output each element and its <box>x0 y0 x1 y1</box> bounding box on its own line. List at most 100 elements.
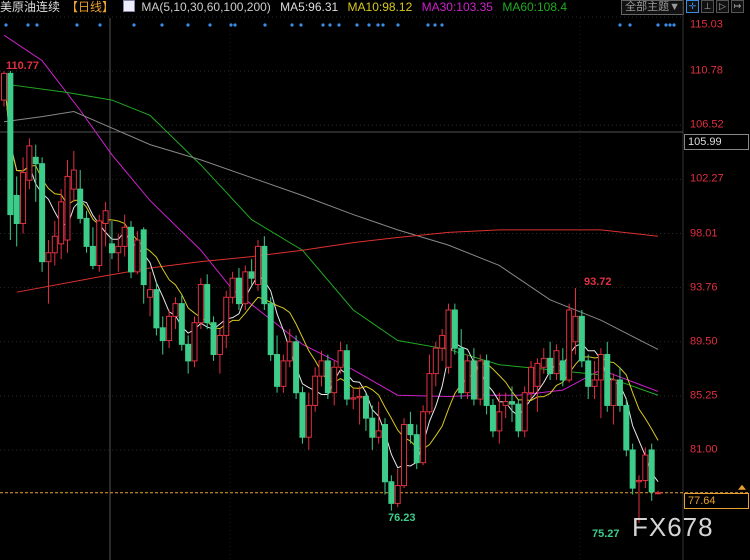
candle[interactable] <box>553 344 560 380</box>
candle[interactable] <box>32 144 39 202</box>
candle[interactable] <box>343 344 350 406</box>
candle[interactable] <box>51 220 58 266</box>
candle[interactable] <box>77 170 84 224</box>
candle[interactable] <box>45 240 52 304</box>
theme-dropdown[interactable]: 全部主题▼ <box>621 0 684 15</box>
candle[interactable] <box>375 401 382 444</box>
indicator-icon[interactable] <box>123 0 136 12</box>
candle[interactable] <box>324 354 331 400</box>
candle[interactable] <box>432 341 439 387</box>
candle[interactable] <box>64 159 71 253</box>
candle[interactable] <box>636 475 642 523</box>
candle[interactable] <box>445 303 452 374</box>
candle[interactable] <box>299 386 306 444</box>
candle[interactable] <box>89 227 96 270</box>
candle[interactable] <box>337 341 344 374</box>
candle[interactable] <box>286 329 293 368</box>
candle[interactable] <box>451 303 458 355</box>
candle[interactable] <box>7 70 14 241</box>
candle[interactable] <box>388 475 395 511</box>
candle[interactable] <box>20 157 27 234</box>
candle[interactable] <box>305 392 312 450</box>
chart-exit-icon[interactable]: ↦ <box>731 0 744 13</box>
candle[interactable] <box>458 329 465 400</box>
candle[interactable] <box>509 386 515 422</box>
candle[interactable] <box>1 71 7 107</box>
candle[interactable] <box>331 360 338 406</box>
candle[interactable] <box>204 274 211 330</box>
candle[interactable] <box>420 405 427 466</box>
candle[interactable] <box>39 157 46 272</box>
candle[interactable] <box>648 443 655 501</box>
candle[interactable] <box>470 348 477 406</box>
candle[interactable] <box>534 358 541 412</box>
candle[interactable] <box>566 303 573 383</box>
candle[interactable] <box>121 214 128 257</box>
candle[interactable] <box>407 411 414 444</box>
candle[interactable] <box>547 341 554 380</box>
candle[interactable] <box>521 386 528 438</box>
candle[interactable] <box>597 348 604 419</box>
candle[interactable] <box>267 297 274 361</box>
candle[interactable] <box>58 189 65 260</box>
candle[interactable] <box>210 316 217 361</box>
candle[interactable] <box>477 354 484 406</box>
candle[interactable] <box>172 297 179 330</box>
crosshair-icon[interactable]: ✛ <box>686 0 699 13</box>
candle[interactable] <box>585 354 592 400</box>
candle[interactable] <box>540 348 547 374</box>
candle[interactable] <box>223 290 230 349</box>
candle[interactable] <box>185 335 192 374</box>
candle[interactable] <box>464 354 471 400</box>
candle[interactable] <box>312 367 319 412</box>
candle[interactable] <box>483 354 490 415</box>
candle[interactable] <box>401 418 408 489</box>
candle[interactable] <box>26 138 33 190</box>
candle[interactable] <box>128 220 134 279</box>
ma-params[interactable]: MA(5,10,30,60,100,200) <box>141 0 271 14</box>
candle[interactable] <box>280 354 287 393</box>
candle[interactable] <box>572 288 579 355</box>
candle[interactable] <box>369 405 376 450</box>
candle[interactable] <box>489 399 496 438</box>
candle[interactable] <box>413 424 420 470</box>
candle[interactable] <box>350 388 357 410</box>
candle[interactable] <box>147 271 154 317</box>
period-label[interactable]: 【日线】 <box>66 0 115 14</box>
candle[interactable] <box>159 316 166 355</box>
candle[interactable] <box>255 240 261 291</box>
candle[interactable] <box>70 150 77 202</box>
candle[interactable] <box>616 367 623 412</box>
candle[interactable] <box>502 392 509 419</box>
candle[interactable] <box>439 329 446 361</box>
chart-play-icon[interactable]: ▷ <box>716 0 729 13</box>
candle[interactable] <box>591 360 598 400</box>
candle[interactable] <box>13 176 20 247</box>
chart-left-icon[interactable]: ⊥ <box>701 0 714 13</box>
candle[interactable] <box>318 350 325 387</box>
candle[interactable] <box>83 210 90 253</box>
candle[interactable] <box>293 335 300 400</box>
candle[interactable] <box>642 447 649 489</box>
candle[interactable] <box>578 310 585 368</box>
candle[interactable] <box>426 354 433 415</box>
candle[interactable] <box>108 220 115 260</box>
candle[interactable] <box>559 348 566 387</box>
candle[interactable] <box>242 265 249 311</box>
candle[interactable] <box>229 271 236 304</box>
candle[interactable] <box>140 227 147 304</box>
candle[interactable] <box>515 399 522 438</box>
candle[interactable] <box>166 310 173 349</box>
candle[interactable] <box>261 236 268 311</box>
candle[interactable] <box>629 443 636 495</box>
candle[interactable] <box>134 231 141 275</box>
candle[interactable] <box>178 294 185 351</box>
candle[interactable] <box>274 335 281 393</box>
candle[interactable] <box>216 329 223 374</box>
candle[interactable] <box>191 316 198 368</box>
candle[interactable] <box>655 490 662 495</box>
candle[interactable] <box>153 282 160 336</box>
candle[interactable] <box>362 392 369 431</box>
candle[interactable] <box>248 259 255 285</box>
